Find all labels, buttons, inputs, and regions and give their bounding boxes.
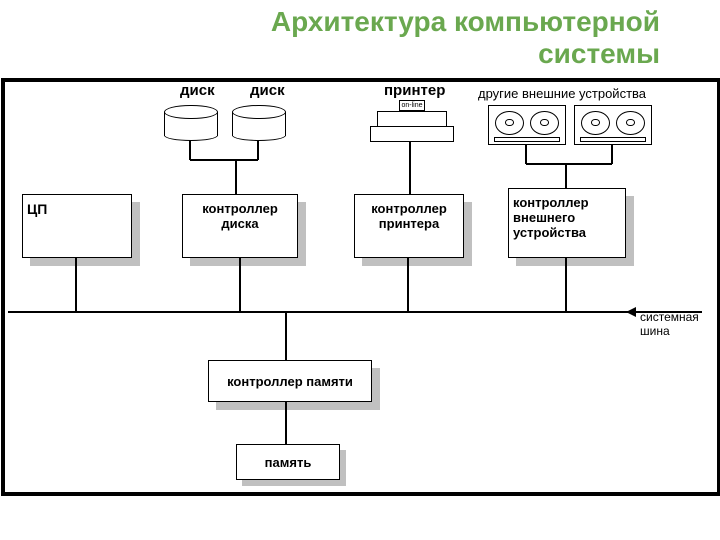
title-line1: Архитектура компьютерной	[271, 6, 660, 37]
label-online: on-line	[401, 102, 422, 109]
label-printer: принтер	[384, 82, 445, 99]
label-cpu: ЦП	[27, 201, 47, 217]
node-disk-controller: контроллер диска	[182, 194, 298, 258]
label-system-bus: системная шина	[640, 310, 699, 338]
label-ext-controller: контроллер внешнего устройства	[513, 195, 589, 240]
node-memory: память	[236, 444, 340, 480]
node-cpu: ЦП	[22, 194, 132, 258]
label-disk1: диск	[180, 82, 215, 99]
ext-device-1	[488, 105, 566, 145]
label-memory: память	[265, 455, 312, 470]
node-ext-controller: контроллер внешнего устройства	[508, 188, 626, 258]
disk-shape-1	[164, 105, 218, 141]
label-disk-controller: контроллер диска	[202, 201, 278, 231]
label-printer-controller: контроллер принтера	[371, 201, 447, 231]
page-title: Архитектура компьютерной системы	[0, 0, 720, 72]
node-printer-controller: контроллер принтера	[354, 194, 464, 258]
printer-shape: on-line	[370, 100, 454, 142]
label-disk2: диск	[250, 82, 285, 99]
label-memory-controller: контроллер памяти	[227, 374, 353, 389]
disk-shape-2	[232, 105, 286, 141]
label-other-devices: другие внешние устройства	[478, 86, 646, 101]
ext-device-2	[574, 105, 652, 145]
title-line2: системы	[538, 38, 660, 69]
node-memory-controller: контроллер памяти	[208, 360, 372, 402]
